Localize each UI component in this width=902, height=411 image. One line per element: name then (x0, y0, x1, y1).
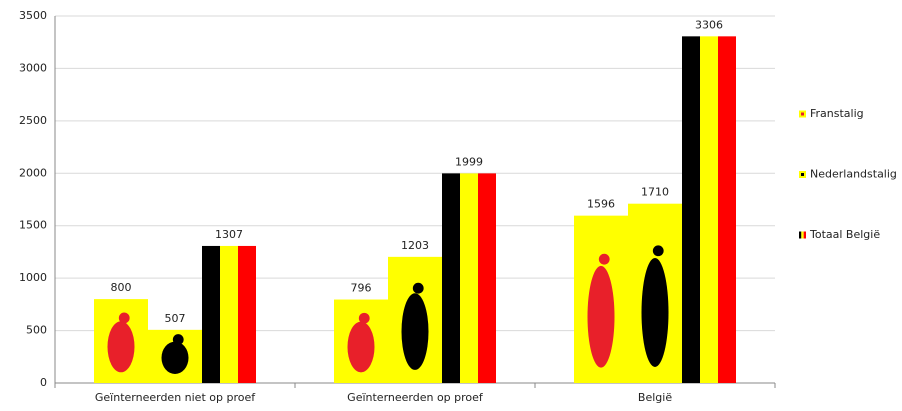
y-tick-label: 1500 (19, 219, 47, 232)
x-tick-label: Geïnterneerden niet op proef (95, 391, 256, 404)
legend-swatch (803, 231, 806, 239)
emblem (401, 293, 429, 370)
bar (682, 36, 736, 383)
legend-label: Totaal België (809, 228, 880, 241)
y-tick-label: 2500 (19, 114, 47, 127)
bar-stripe (682, 36, 700, 383)
y-tick-label: 3500 (19, 9, 47, 22)
bar-stripe (442, 173, 460, 383)
emblem (107, 321, 135, 373)
bar (148, 329, 202, 383)
legend-swatch (799, 231, 802, 239)
emblem (587, 265, 615, 368)
data-label: 796 (351, 282, 372, 295)
emblem (358, 312, 370, 324)
y-tick-label: 3000 (19, 61, 47, 74)
bar (388, 256, 442, 383)
legend-label: Nederlandstalig (810, 168, 897, 181)
bar (628, 203, 682, 383)
emblem (641, 257, 669, 367)
bar-stripe (700, 36, 718, 383)
data-label: 1596 (587, 198, 615, 211)
data-label: 1203 (401, 239, 429, 252)
legend-label: Franstalig (810, 107, 864, 120)
data-label: 3306 (695, 18, 723, 31)
emblem (161, 341, 189, 375)
data-label: 1999 (455, 155, 483, 168)
bar-stripe (460, 173, 478, 383)
bar-stripe (220, 245, 238, 383)
data-label: 1710 (641, 186, 669, 199)
x-tick-label: Geïnterneerden op proef (347, 391, 484, 404)
y-tick-label: 2000 (19, 166, 47, 179)
legend-swatch (801, 231, 804, 239)
x-tick-label: België (638, 391, 672, 404)
emblem (118, 312, 130, 324)
bar (94, 299, 148, 383)
bar-stripe (718, 36, 736, 383)
emblem (172, 334, 184, 345)
bar (574, 215, 628, 383)
y-tick-label: 1000 (19, 271, 47, 284)
y-tick-label: 0 (40, 376, 47, 389)
legend-emblem (801, 173, 804, 176)
bar (442, 173, 496, 383)
bar (202, 245, 256, 383)
emblem (598, 253, 610, 265)
y-tick-label: 500 (26, 324, 47, 337)
emblem (347, 321, 375, 373)
legend-emblem (801, 112, 804, 116)
bar (334, 299, 388, 383)
data-label: 1307 (215, 228, 243, 241)
bar-stripe (478, 173, 496, 383)
bar-stripe (238, 245, 256, 383)
bar-stripe (202, 245, 220, 383)
emblem (412, 282, 424, 294)
data-label: 507 (165, 312, 186, 325)
data-label: 800 (111, 281, 132, 294)
emblem (652, 245, 664, 257)
